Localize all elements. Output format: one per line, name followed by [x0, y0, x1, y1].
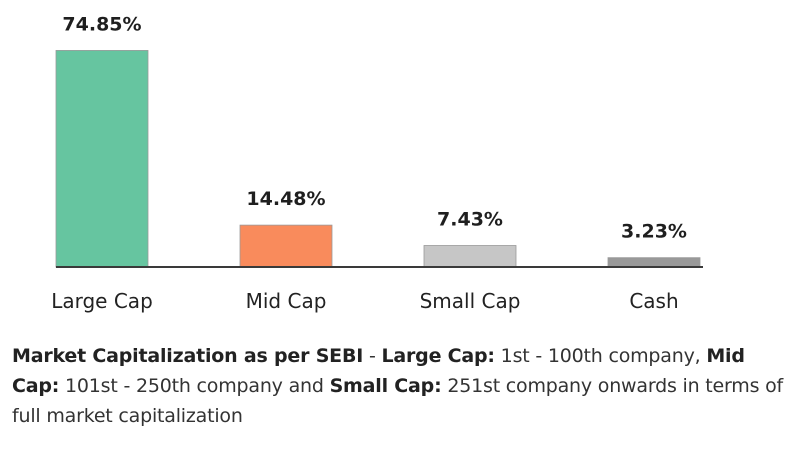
- footnote: Market Capitalization as per SEBI - Larg…: [12, 341, 792, 431]
- footnote-part: -: [363, 345, 382, 367]
- bar-mid-cap: [239, 224, 333, 268]
- footnote-part: Mid Cap:: [12, 345, 745, 397]
- bar-cash: [607, 257, 701, 268]
- bars-group: [55, 50, 701, 268]
- footnote-part: 1st - 100th company,: [494, 345, 707, 367]
- category-label: Mid Cap: [246, 289, 327, 313]
- category-label: Small Cap: [420, 289, 521, 313]
- data-label: 7.43%: [437, 209, 503, 231]
- footnote-part: Market Capitalization as per SEBI: [12, 345, 364, 367]
- footnote-part: Small Cap:: [329, 375, 442, 397]
- market-cap-bar-chart: 74.85% Large Cap 14.48% Mid Cap 7.43% Small C…: [51, 13, 703, 313]
- bar-large-cap: [55, 50, 149, 268]
- footnote-part: 251st company onwards in terms of full m…: [12, 375, 784, 427]
- bar-small-cap: [423, 245, 517, 268]
- labels-group: 74.85% Large Cap 14.48% Mid Cap 7.43% Small C…: [51, 13, 687, 313]
- data-label: 14.48%: [246, 188, 325, 210]
- category-label: Large Cap: [51, 289, 153, 313]
- data-label: 3.23%: [621, 221, 687, 243]
- footnote-part: Large Cap:: [381, 345, 495, 367]
- footnote-part: 101st - 250th company and: [59, 375, 330, 397]
- data-label: 74.85%: [62, 13, 141, 35]
- category-label: Cash: [629, 289, 678, 313]
